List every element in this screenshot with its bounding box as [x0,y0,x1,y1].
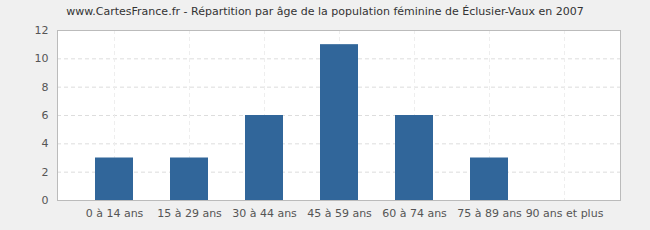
svg-text:60 à 74 ans: 60 à 74 ans [382,207,447,220]
svg-text:12: 12 [35,24,49,37]
svg-text:6: 6 [42,109,49,122]
svg-text:0: 0 [42,194,49,207]
svg-text:4: 4 [42,137,49,150]
html-text:www.CartesFrance.fr - Répartit: www.CartesFrance.fr - Répartition par âg… [66,5,584,18]
svg-text:0 à 14 ans: 0 à 14 ans [86,207,144,220]
svg-text:8: 8 [42,81,49,94]
svg-text:15 à 29 ans: 15 à 29 ans [157,207,222,220]
svg-text:45 à 59 ans: 45 à 59 ans [307,207,372,220]
svg-text:90 ans et plus: 90 ans et plus [526,207,604,220]
svg-text:10: 10 [35,52,49,65]
svg-text:2: 2 [42,166,49,179]
svg-text:30 à 44 ans: 30 à 44 ans [232,207,297,220]
svg-text:75 à 89 ans: 75 à 89 ans [457,207,522,220]
